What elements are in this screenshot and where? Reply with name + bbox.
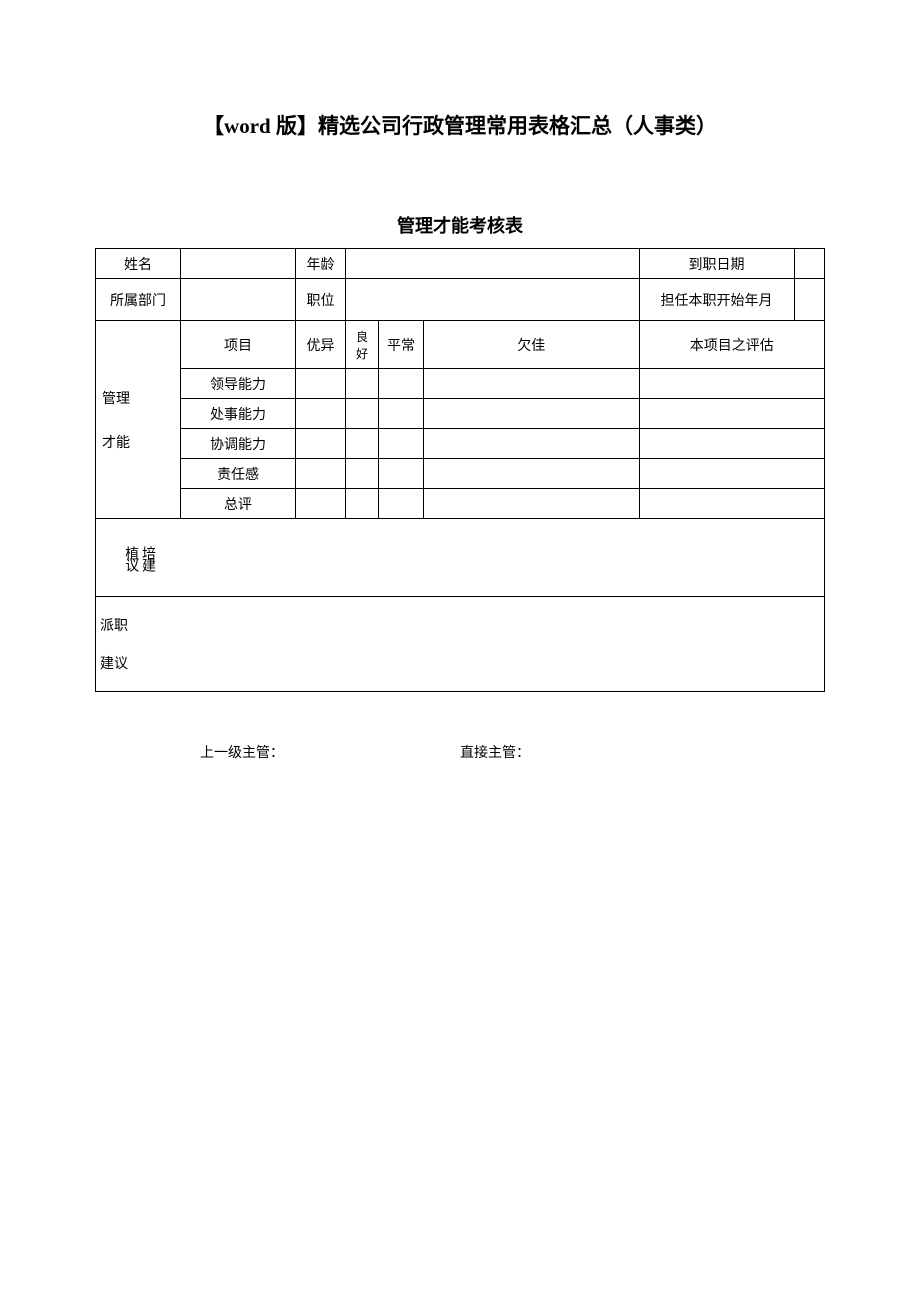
training-v1: 植议 xyxy=(121,546,138,570)
handling-poor xyxy=(424,399,640,429)
coordination-eval xyxy=(639,429,824,459)
coordination-label: 协调能力 xyxy=(181,429,296,459)
name-value xyxy=(181,249,296,279)
handling-good xyxy=(346,399,379,429)
responsibility-eval xyxy=(639,459,824,489)
average-header: 平常 xyxy=(379,321,424,369)
title-prefix: 【word 版】 xyxy=(203,114,318,138)
direct-supervisor-label: 直接主管： xyxy=(460,742,530,762)
leadership-good xyxy=(346,369,379,399)
training-suggestion-label: 植议 培建 xyxy=(96,519,181,597)
coordination-row: 协调能力 xyxy=(96,429,825,459)
handling-label: 处事能力 xyxy=(181,399,296,429)
leadership-eval xyxy=(639,369,824,399)
responsibility-poor xyxy=(424,459,640,489)
age-value xyxy=(346,249,640,279)
coordination-good xyxy=(346,429,379,459)
rating-header-row: 管理 才能 项目 优异 良好 平常 欠佳 本项目之评估 xyxy=(96,321,825,369)
leadership-average xyxy=(379,369,424,399)
document-page: 【word 版】精选公司行政管理常用表格汇总（人事类） 管理才能考核表 姓名 年… xyxy=(0,0,920,762)
leadership-excellent xyxy=(296,369,346,399)
excellent-header: 优异 xyxy=(296,321,346,369)
responsibility-good xyxy=(346,459,379,489)
responsibility-excellent xyxy=(296,459,346,489)
summary-row: 总评 xyxy=(96,489,825,519)
hire-date-value xyxy=(794,249,824,279)
summary-average xyxy=(379,489,424,519)
project-header: 项目 xyxy=(181,321,296,369)
coordination-excellent xyxy=(296,429,346,459)
coordination-poor xyxy=(424,429,640,459)
responsibility-average xyxy=(379,459,424,489)
handling-eval xyxy=(639,399,824,429)
summary-eval xyxy=(639,489,824,519)
hire-date-label: 到职日期 xyxy=(639,249,794,279)
department-label: 所属部门 xyxy=(96,279,181,321)
start-date-value xyxy=(794,279,824,321)
signature-line: 上一级主管： 直接主管： xyxy=(95,742,825,762)
upper-supervisor-label: 上一级主管： xyxy=(200,742,460,762)
position-value xyxy=(346,279,640,321)
name-label: 姓名 xyxy=(96,249,181,279)
leadership-poor xyxy=(424,369,640,399)
handling-average xyxy=(379,399,424,429)
leadership-label: 领导能力 xyxy=(181,369,296,399)
assign-2: 建议 xyxy=(100,653,175,673)
good-header: 良好 xyxy=(346,321,379,369)
document-title: 【word 版】精选公司行政管理常用表格汇总（人事类） xyxy=(95,110,825,140)
table-title: 管理才能考核表 xyxy=(95,212,825,238)
responsibility-row: 责任感 xyxy=(96,459,825,489)
assignment-suggestion-row: 派职 建议 xyxy=(96,597,825,692)
header-row-2: 所属部门 职位 担任本职开始年月 xyxy=(96,279,825,321)
poor-header: 欠佳 xyxy=(424,321,640,369)
coordination-average xyxy=(379,429,424,459)
responsibility-label: 责任感 xyxy=(181,459,296,489)
summary-poor xyxy=(424,489,640,519)
training-suggestion-row: 植议 培建 xyxy=(96,519,825,597)
age-label: 年龄 xyxy=(296,249,346,279)
title-main: 精选公司行政管理常用表格汇总（人事类） xyxy=(318,114,717,138)
management-2: 才能 xyxy=(102,432,174,452)
assessment-table: 姓名 年龄 到职日期 所属部门 职位 担任本职开始年月 管理 才能 项目 xyxy=(95,248,825,692)
summary-excellent xyxy=(296,489,346,519)
assignment-suggestion-label: 派职 建议 xyxy=(96,597,181,692)
position-label: 职位 xyxy=(296,279,346,321)
department-value xyxy=(181,279,296,321)
training-v2: 培建 xyxy=(138,546,155,570)
assign-1: 派职 xyxy=(100,615,175,635)
summary-good xyxy=(346,489,379,519)
summary-label: 总评 xyxy=(181,489,296,519)
handling-row: 处事能力 xyxy=(96,399,825,429)
leadership-row: 领导能力 xyxy=(96,369,825,399)
evaluation-header: 本项目之评估 xyxy=(639,321,824,369)
management-1: 管理 xyxy=(102,388,174,408)
start-date-label: 担任本职开始年月 xyxy=(639,279,794,321)
header-row-1: 姓名 年龄 到职日期 xyxy=(96,249,825,279)
handling-excellent xyxy=(296,399,346,429)
assignment-suggestion-value xyxy=(181,597,825,692)
training-suggestion-value xyxy=(181,519,825,597)
section-label: 管理 才能 xyxy=(96,321,181,519)
